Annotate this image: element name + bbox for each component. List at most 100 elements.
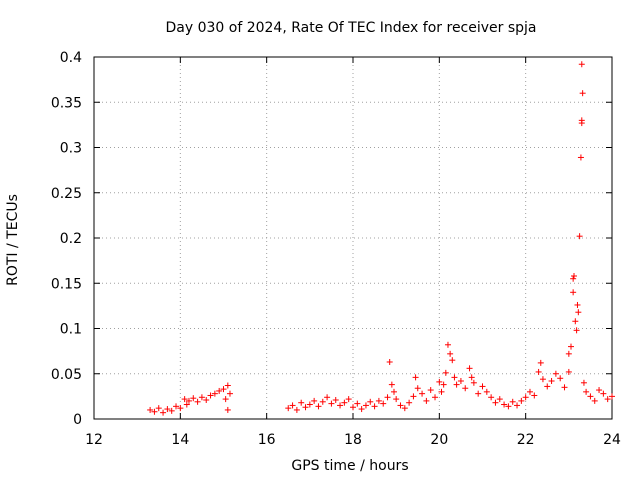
- data-point: [578, 117, 585, 124]
- data-point: [539, 376, 546, 383]
- x-tick-label: 18: [344, 432, 362, 448]
- data-point: [436, 378, 443, 385]
- data-point: [324, 394, 331, 401]
- data-point: [362, 402, 369, 409]
- data-point: [576, 233, 583, 240]
- data-point: [501, 401, 508, 408]
- data-point: [226, 390, 233, 397]
- x-tick-label: 14: [171, 432, 189, 448]
- data-point: [410, 393, 417, 400]
- data-point: [397, 402, 404, 409]
- data-point: [591, 397, 598, 404]
- data-point: [488, 394, 495, 401]
- data-point: [578, 61, 585, 68]
- data-point: [164, 406, 171, 413]
- data-point: [185, 397, 192, 404]
- data-point: [447, 350, 454, 357]
- data-point: [345, 396, 352, 403]
- data-point: [341, 399, 348, 406]
- data-point: [574, 301, 581, 308]
- data-point: [289, 402, 296, 409]
- data-point: [444, 341, 451, 348]
- y-tick-label: 0.3: [60, 141, 82, 157]
- data-point: [518, 397, 525, 404]
- data-point: [570, 275, 577, 282]
- data-point: [561, 384, 568, 391]
- y-tick-label: 0.25: [51, 186, 82, 202]
- data-point: [537, 359, 544, 366]
- data-point: [580, 379, 587, 386]
- data-point: [220, 386, 227, 393]
- data-point: [479, 383, 486, 390]
- data-point: [535, 368, 542, 375]
- data-point: [155, 405, 162, 412]
- data-point: [177, 405, 184, 412]
- data-point: [354, 400, 361, 407]
- data-point: [224, 382, 231, 389]
- x-axis-label: GPS time / hours: [291, 458, 408, 474]
- data-point: [350, 404, 356, 411]
- data-point: [496, 396, 503, 403]
- data-points: [147, 61, 615, 416]
- data-point: [285, 405, 292, 412]
- y-axis-label: ROTI / TECUs: [5, 194, 21, 286]
- data-point: [427, 387, 434, 394]
- chart-title: Day 030 of 2024, Rate Of TEC Index for r…: [165, 20, 536, 36]
- y-tick-label: 0: [73, 412, 82, 428]
- data-point: [548, 377, 555, 384]
- y-tick-label: 0.05: [51, 367, 82, 383]
- data-point: [453, 381, 460, 388]
- data-point: [419, 390, 426, 397]
- data-point: [457, 377, 464, 384]
- data-point: [483, 388, 490, 395]
- y-tick-label: 0.1: [60, 322, 82, 338]
- data-point: [557, 375, 564, 382]
- data-point: [577, 154, 584, 161]
- data-point: [190, 395, 197, 402]
- data-point: [207, 392, 214, 399]
- data-point: [160, 409, 167, 416]
- data-point: [522, 394, 529, 401]
- data-point: [596, 387, 603, 394]
- data-point: [203, 396, 210, 403]
- data-point: [406, 399, 413, 406]
- data-point: [583, 388, 590, 395]
- y-tick-label: 0.35: [51, 95, 82, 111]
- data-point: [567, 343, 574, 350]
- data-point: [600, 390, 607, 397]
- data-point: [449, 357, 456, 364]
- data-point: [505, 403, 512, 410]
- data-point: [573, 327, 580, 334]
- data-point: [302, 404, 309, 411]
- data-point: [470, 379, 477, 386]
- data-point: [384, 394, 391, 401]
- data-point: [151, 408, 158, 415]
- data-point: [531, 392, 538, 399]
- data-point: [147, 406, 154, 413]
- data-point: [216, 387, 223, 394]
- data-point: [328, 400, 335, 407]
- data-point: [198, 394, 205, 401]
- y-tick-label: 0.4: [60, 50, 82, 66]
- data-point: [609, 393, 615, 400]
- data-point: [367, 398, 374, 405]
- data-point: [337, 402, 344, 409]
- y-tick-label: 0.15: [51, 276, 82, 292]
- data-point: [332, 396, 339, 403]
- data-point: [173, 403, 180, 410]
- data-point: [224, 406, 231, 413]
- data-point: [565, 368, 572, 375]
- data-point: [475, 390, 482, 397]
- data-point: [423, 397, 430, 404]
- data-point: [451, 374, 458, 381]
- x-tick-label: 22: [517, 432, 535, 448]
- data-point: [412, 374, 419, 381]
- data-point: [319, 398, 326, 405]
- data-point: [414, 385, 421, 392]
- data-point: [565, 350, 572, 357]
- data-point: [468, 374, 475, 381]
- data-point: [293, 406, 300, 413]
- data-point: [492, 399, 499, 406]
- data-point: [194, 398, 201, 405]
